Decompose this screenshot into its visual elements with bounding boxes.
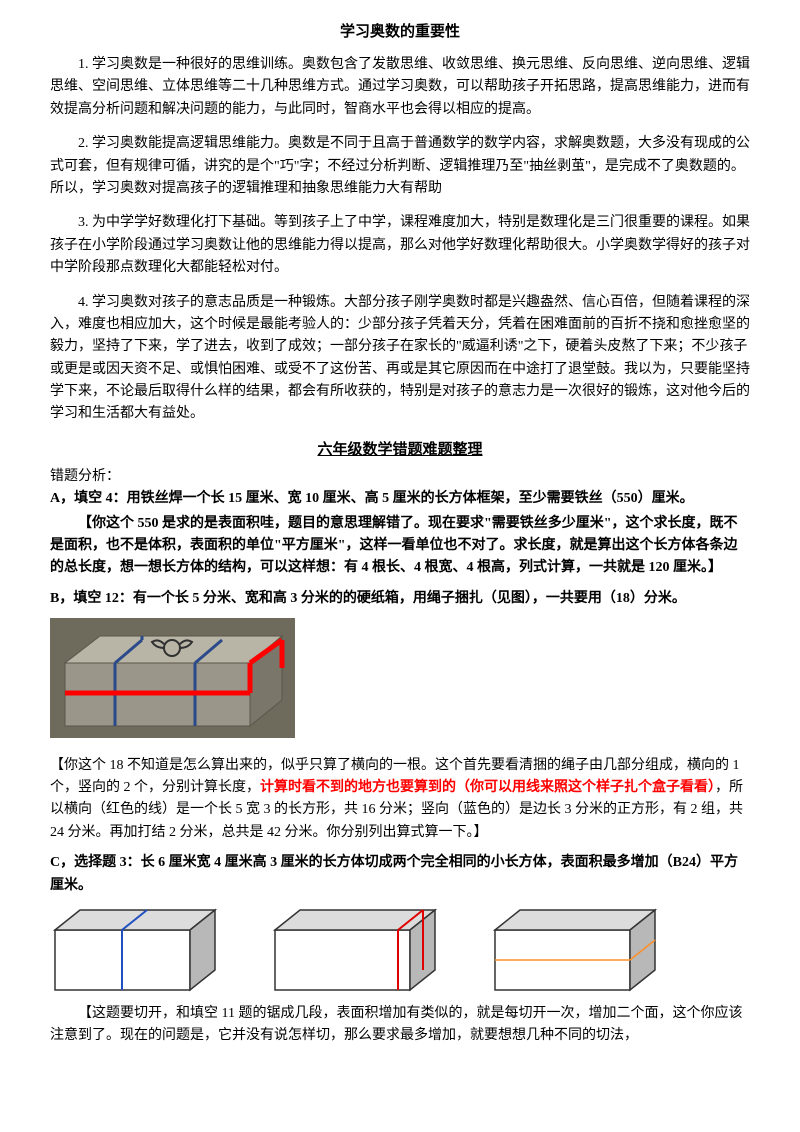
- analysis-label: 错题分析：: [50, 466, 750, 488]
- para-2: 2. 学习奥数能提高逻辑思维能力。奥数是不同于且高于普通数学的数学内容，求解奥数…: [50, 133, 750, 200]
- box-cut-horizontal-icon: [490, 905, 670, 995]
- main-title: 学习奥数的重要性: [50, 20, 750, 44]
- question-a-header: A，填空 4：用铁丝焊一个长 15 厘米、宽 10 厘米、高 5 厘米的长方体框…: [50, 488, 750, 510]
- question-a-explain: 【你这个 550 是求的是表面积哇，题目的意思理解错了。现在要求"需要铁丝多少厘…: [50, 513, 750, 580]
- question-b-explain: 【你这个 18 不知道是怎么算出来的，似乎只算了横向的一根。这个首先要看清捆的绳…: [50, 755, 750, 845]
- question-b-header: B，填空 12：有一个长 5 分米、宽和高 3 分米的的硬纸箱，用绳子捆扎（见图…: [50, 588, 750, 610]
- box-cut-vertical-icon: [50, 905, 230, 995]
- qb-explain-red: 计算时看不到的地方也要算到的（你可以用线来照这个样子扎个盒子看看）: [260, 780, 715, 795]
- para-3: 3. 为中学学好数理化打下基础。等到孩子上了中学，课程难度加大，特别是数理化是三…: [50, 212, 750, 279]
- section-title: 六年级数学错题难题整理: [50, 438, 750, 462]
- question-c-header: C，选择题 3：长 6 厘米宽 4 厘米高 3 厘米的长方体切成两个完全相同的小…: [50, 852, 750, 897]
- para-4: 4. 学习奥数对孩子的意志品质是一种锻炼。大部分孩子刚学奥数时都是兴趣盎然、信心…: [50, 292, 750, 426]
- question-c-images: [50, 905, 750, 995]
- box-cut-side-icon: [270, 905, 450, 995]
- question-c-explain: 【这题要切开，和填空 11 题的锯成几段，表面积增加有类似的，就是每切开一次，增…: [50, 1003, 750, 1048]
- para-1: 1. 学习奥数是一种很好的思维训练。奥数包含了发散思维、收敛思维、换元思维、反向…: [50, 54, 750, 121]
- question-b-image: [50, 618, 750, 746]
